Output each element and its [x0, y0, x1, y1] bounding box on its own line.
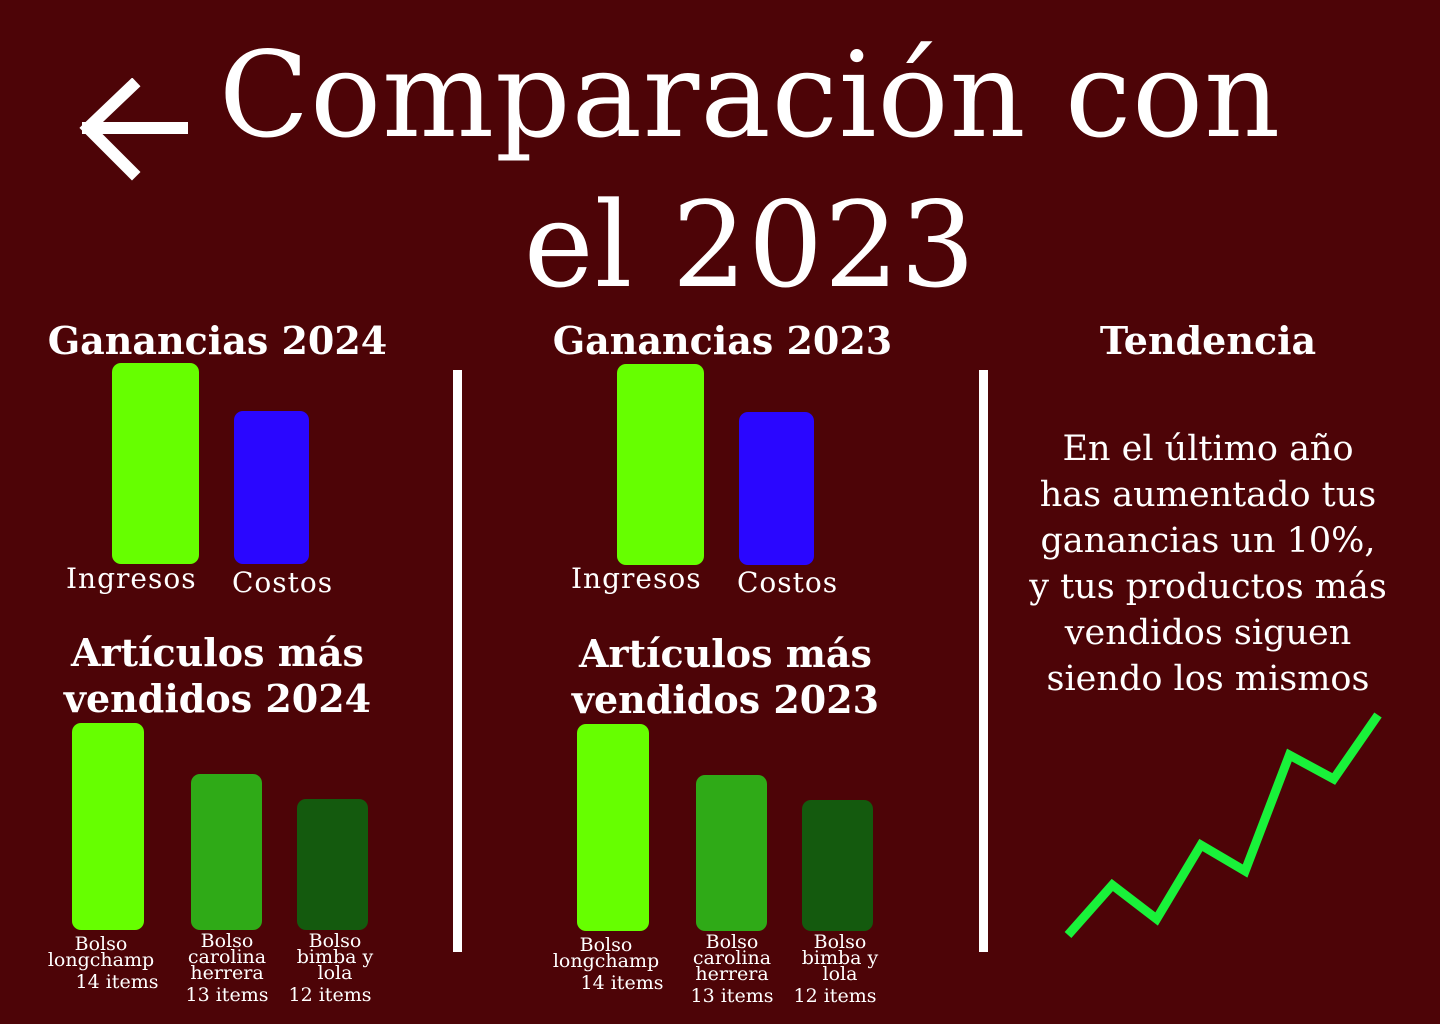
item-count-carolina-herrera-2023: 13 items: [690, 985, 774, 1007]
bar-label-ingresos-2024: Ingresos: [66, 562, 197, 595]
bar-item-longchamp-2023: [577, 724, 649, 931]
item-label-bimba-lola-2024: Bolso bimba y lola: [296, 930, 374, 984]
page-title-line1: Comparación con: [218, 26, 1282, 164]
item-count-carolina-herrera-2024: 13 items: [185, 984, 269, 1006]
back-button[interactable]: [74, 77, 190, 186]
page-title-line2: el 2023: [523, 176, 977, 314]
bar-label-costos-2023: Costos: [737, 566, 839, 599]
chart-title-ganancias-2024: Ganancias 2024: [47, 318, 388, 363]
item-count-longchamp-2024: 14 items: [75, 971, 159, 993]
column-divider-right: [979, 370, 988, 952]
chart-title-articulos-2024-line1: Artículos más: [71, 630, 364, 675]
trend-line-chart: [1064, 712, 1382, 938]
trend-title: Tendencia: [1099, 318, 1317, 363]
chart-title-ganancias-2023: Ganancias 2023: [552, 318, 893, 363]
bar-item-carolina-herrera-2024: [191, 774, 262, 930]
item-count-bimba-lola-2024: 12 items: [288, 984, 372, 1006]
trend-description: En el último año has aumentado tus ganan…: [1029, 429, 1387, 699]
bar-item-longchamp-2024: [72, 723, 144, 930]
bar-item-bimba-lola-2023: [802, 800, 873, 931]
item-label-carolina-herrera-2023: Bolso carolina herrera: [692, 931, 772, 985]
trend-line: [1064, 712, 1382, 938]
bar-item-bimba-lola-2024: [297, 799, 368, 930]
item-count-longchamp-2023: 14 items: [580, 972, 664, 994]
bar-item-carolina-herrera-2023: [696, 775, 767, 931]
item-count-bimba-lola-2023: 12 items: [793, 985, 877, 1007]
chart-title-articulos-2024-line2: vendidos 2024: [63, 676, 372, 721]
item-label-longchamp-2024: Bolso longchamp: [47, 933, 155, 971]
chart-title-articulos-2023-line2: vendidos 2023: [571, 677, 880, 722]
bar-ingresos-2023: [617, 364, 704, 565]
item-label-longchamp-2023: Bolso longchamp: [552, 934, 660, 972]
bar-costos-2024: [234, 411, 309, 564]
bar-costos-2023: [739, 412, 814, 565]
item-label-bimba-lola-2023: Bolso bimba y lola: [801, 931, 879, 985]
chart-title-articulos-2023: Artículos más vendidos 2023: [538, 631, 913, 723]
bar-ingresos-2024: [112, 363, 199, 564]
bar-label-ingresos-2023: Ingresos: [571, 562, 702, 595]
item-label-carolina-herrera-2024: Bolso carolina herrera: [187, 930, 267, 984]
arrow-left-icon: [79, 77, 188, 181]
chart-title-articulos-2023-line1: Artículos más: [579, 631, 872, 676]
chart-title-articulos-2024: Artículos más vendidos 2024: [30, 630, 405, 722]
column-divider-left: [453, 370, 462, 952]
bar-label-costos-2024: Costos: [232, 566, 334, 599]
page-title: Comparación con el 2023: [200, 20, 1300, 320]
